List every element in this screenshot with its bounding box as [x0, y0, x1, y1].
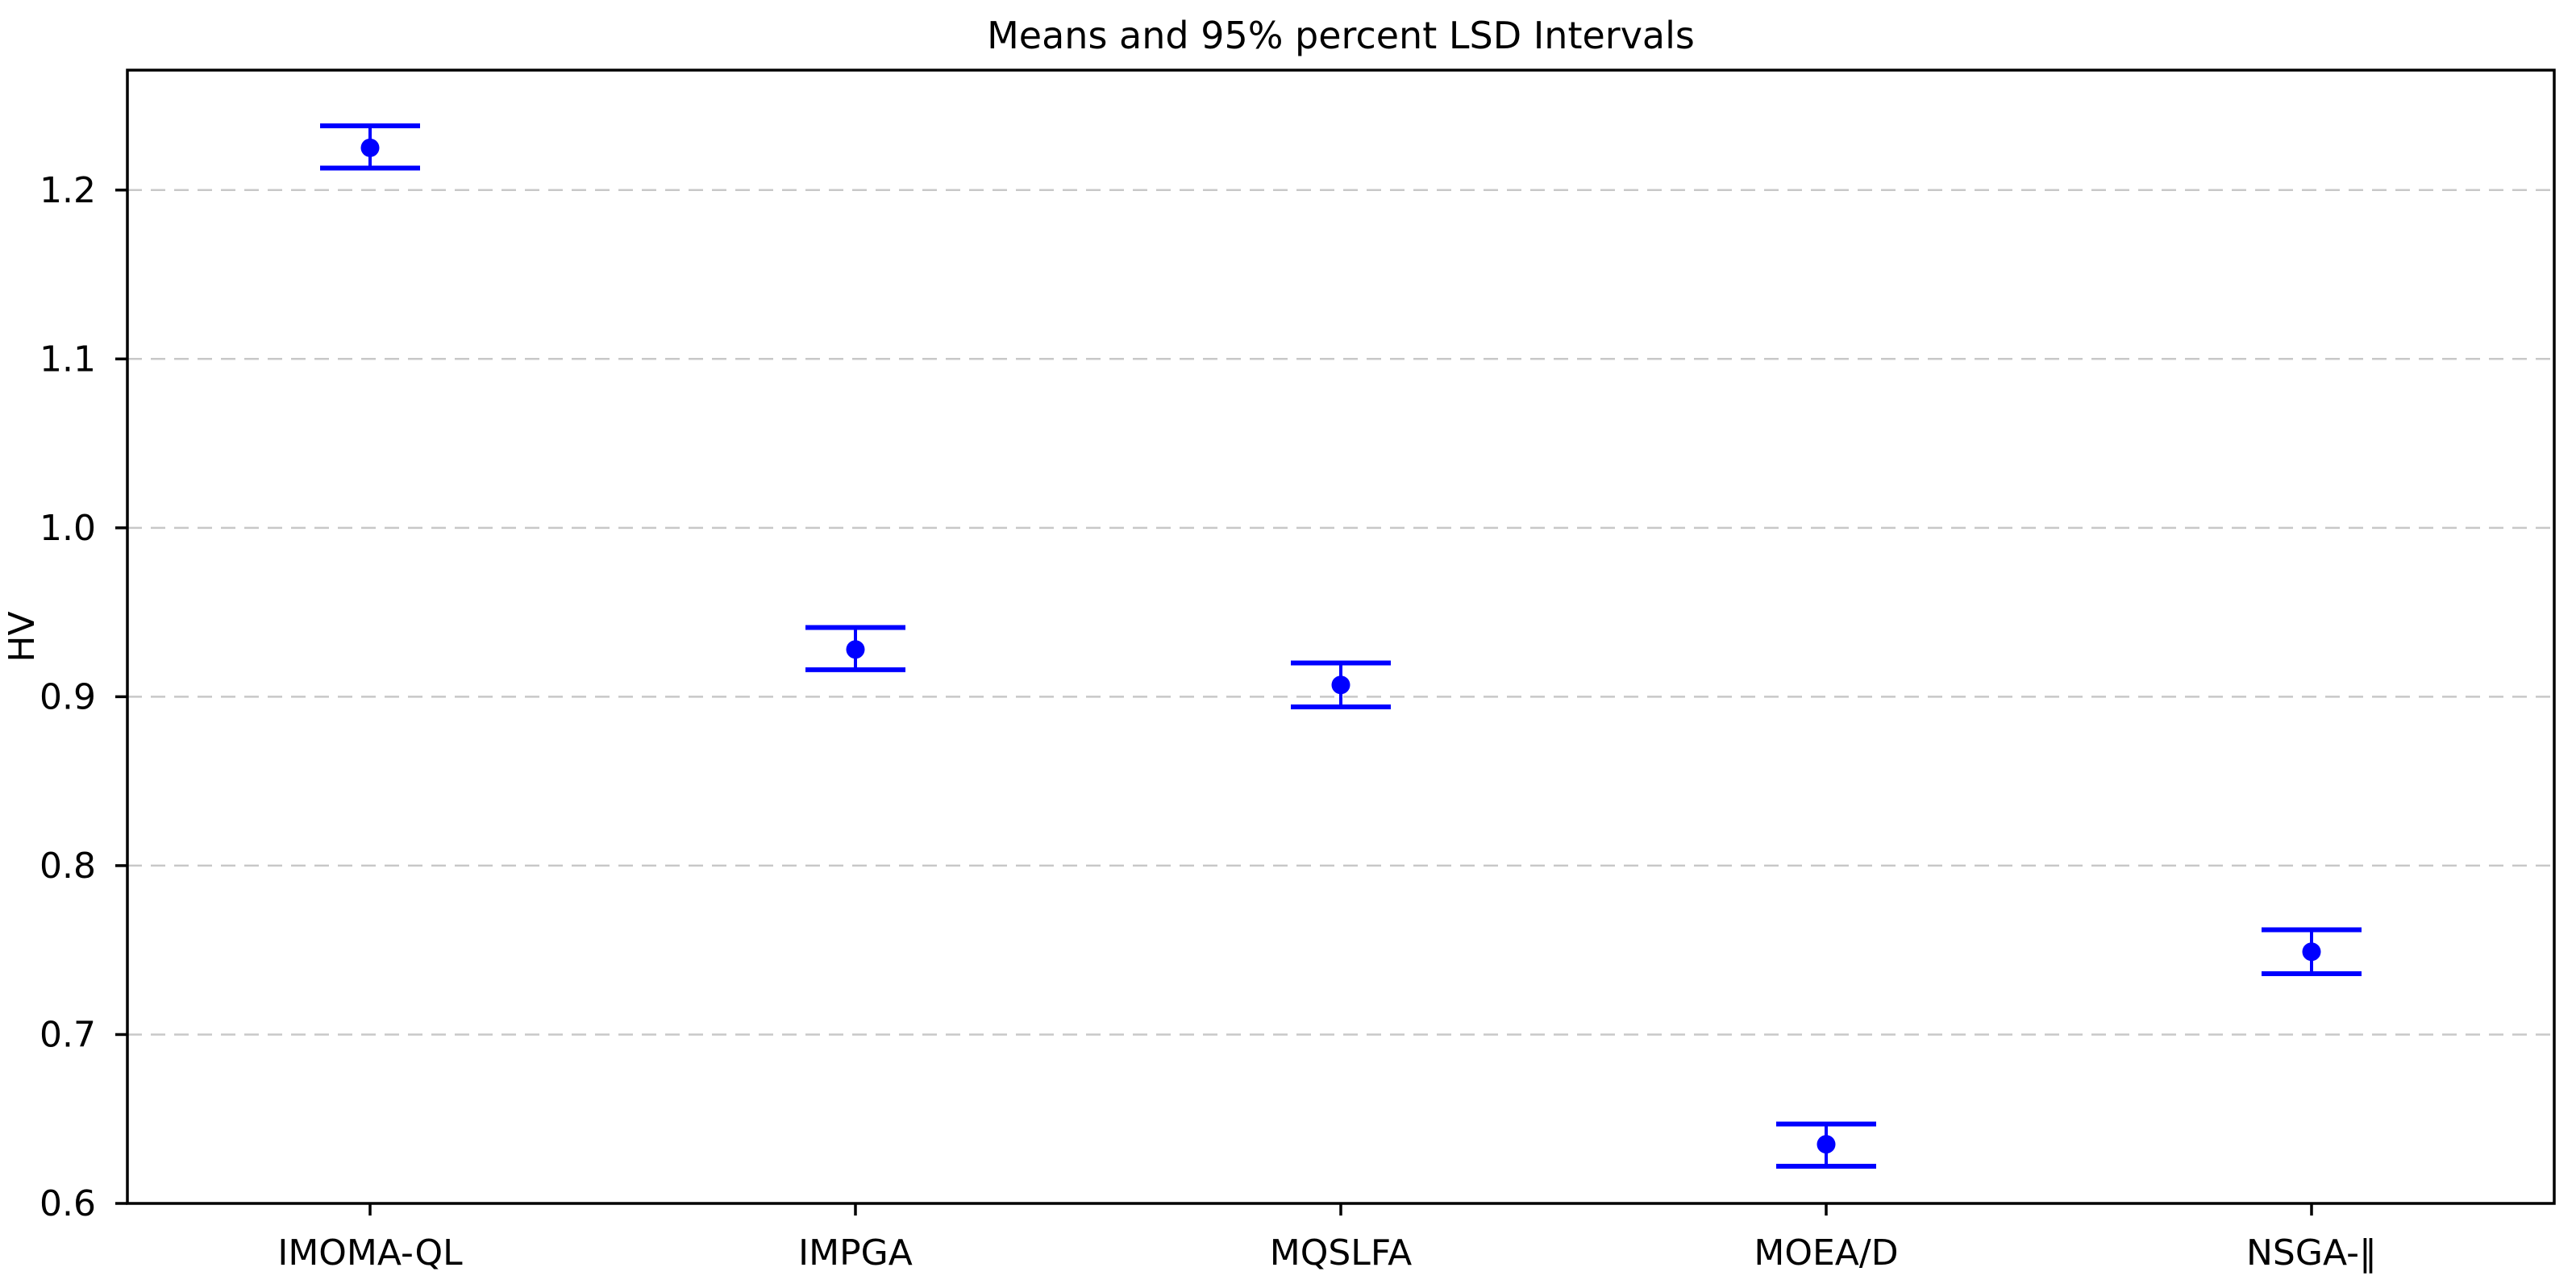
y-tick-label: 0.9	[40, 676, 96, 717]
x-tick-label: MQSLFA	[1270, 1232, 1412, 1274]
mean-marker	[846, 640, 865, 659]
y-tick-label: 0.6	[40, 1183, 96, 1224]
y-tick-label: 0.7	[40, 1014, 96, 1055]
chart-generated: 0.6 0.7 0.8 0.9 1.0 1.1 1.2 IMOMA-QL IMPGA MQSLFA…	[40, 69, 2556, 1274]
mean-marker	[1331, 675, 1350, 695]
x-tick-label: IMOMA-QL	[277, 1232, 463, 1274]
x-tick-label: MOEA/D	[1754, 1232, 1898, 1274]
mean-marker	[2302, 942, 2321, 962]
plot-border	[126, 69, 2556, 1205]
y-axis-label: HV	[2, 611, 43, 662]
y-tick-label: 0.8	[40, 846, 96, 887]
y-tick-label: 1.2	[40, 170, 96, 211]
y-tick-label: 1.1	[40, 339, 96, 380]
mean-marker	[1817, 1135, 1836, 1154]
y-tick-label: 1.0	[40, 508, 96, 549]
x-tick-label: IMPGA	[798, 1232, 913, 1274]
x-tick-label: NSGA-‖	[2246, 1232, 2377, 1274]
mean-marker	[360, 138, 380, 157]
chart-title: Means and 95% percent LSD Intervals	[987, 14, 1695, 57]
